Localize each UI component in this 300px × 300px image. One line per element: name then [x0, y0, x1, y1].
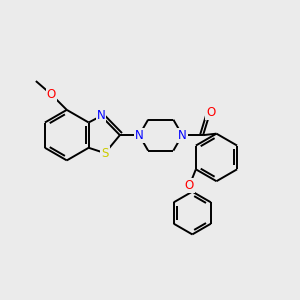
Text: N: N — [178, 129, 187, 142]
Text: O: O — [47, 88, 56, 101]
Text: O: O — [206, 106, 215, 119]
Text: N: N — [135, 129, 144, 142]
Text: S: S — [101, 147, 109, 160]
Text: N: N — [97, 110, 106, 122]
Text: O: O — [185, 179, 194, 192]
